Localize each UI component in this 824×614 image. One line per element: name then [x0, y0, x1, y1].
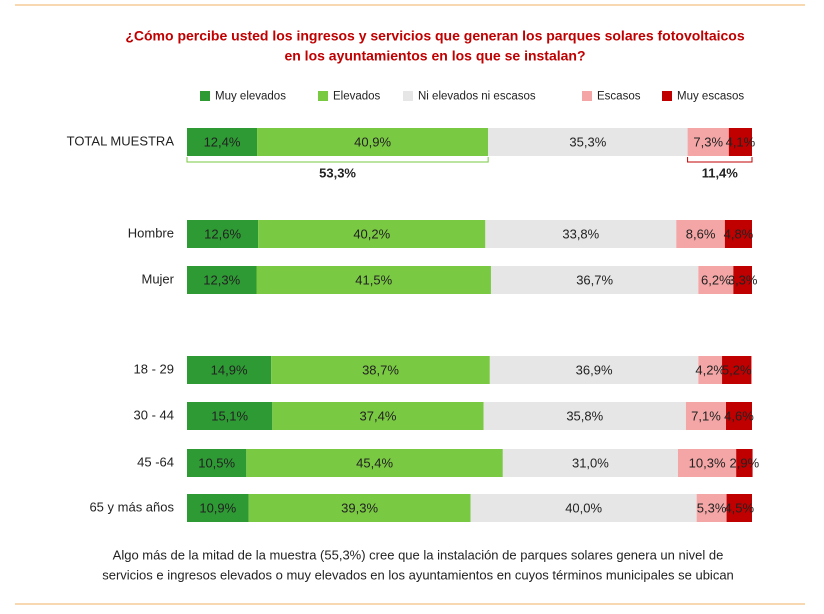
value-label: 7,1% — [691, 408, 721, 423]
value-label: 4,1% — [726, 134, 756, 149]
value-label: 7,3% — [693, 134, 723, 149]
bar-segment — [728, 128, 752, 156]
value-label: 38,7% — [362, 362, 399, 377]
bar-segment — [187, 449, 247, 477]
bar-segment — [490, 266, 699, 294]
legend-swatch — [318, 91, 328, 101]
total-bracket — [186, 157, 489, 163]
value-label: 5,2% — [722, 362, 752, 377]
value-label: 36,9% — [576, 362, 613, 377]
bar-segment — [502, 449, 678, 477]
bar-segment — [187, 356, 272, 384]
legend-swatch — [200, 91, 210, 101]
footnote: Algo más de la mitad de la muestra (55,3… — [113, 547, 724, 562]
value-label: 35,8% — [566, 408, 603, 423]
chart-title: en los ayuntamientos en los que se insta… — [284, 48, 585, 64]
value-label: 40,9% — [354, 134, 391, 149]
category-label: Hombre — [128, 225, 174, 240]
value-label: 6,2% — [701, 272, 731, 287]
bar-segment — [726, 402, 752, 430]
total-bracket — [687, 157, 753, 163]
value-label: 10,5% — [198, 455, 235, 470]
legend-label: Elevados — [333, 91, 381, 103]
chart-title: ¿Cómo percibe usted los ingresos y servi… — [125, 28, 745, 44]
bar-segment — [676, 220, 725, 248]
value-label: 4,6% — [724, 408, 754, 423]
bar-segment — [187, 402, 273, 430]
value-label: 31,0% — [572, 455, 609, 470]
bar-segment — [685, 402, 727, 430]
bar-segment — [271, 356, 490, 384]
category-label: 18 - 29 — [134, 361, 174, 376]
category-label: Mujer — [141, 271, 174, 286]
bar-segment — [698, 266, 734, 294]
bar-segment — [256, 266, 491, 294]
value-label: 5,3% — [697, 500, 727, 515]
bar-segment — [696, 494, 727, 522]
value-label: 12,3% — [203, 272, 240, 287]
legend-label: Muy escasos — [677, 91, 744, 103]
value-label: 36,7% — [576, 272, 613, 287]
value-label: 3,3% — [728, 272, 758, 287]
footnote: servicios e ingresos elevados o muy elev… — [102, 567, 734, 582]
value-label: 4,8% — [724, 226, 754, 241]
value-label: 33,8% — [562, 226, 599, 241]
value-label: 8,6% — [686, 226, 716, 241]
bar-segment — [726, 494, 752, 522]
legend-label: Ni elevados ni escasos — [418, 91, 536, 103]
value-label: 12,6% — [204, 226, 241, 241]
value-label: 15,1% — [211, 408, 248, 423]
legend-swatch — [662, 91, 672, 101]
bar-segment — [488, 128, 688, 156]
bar-segment — [687, 128, 729, 156]
bar-segment — [246, 449, 503, 477]
legend-label: Muy elevados — [215, 91, 286, 103]
bar-segment — [187, 128, 258, 156]
category-label: 65 y más años — [89, 499, 174, 514]
bar-segment — [248, 494, 471, 522]
bar-segment — [257, 128, 489, 156]
value-label: 41,5% — [355, 272, 392, 287]
bar-segment — [272, 402, 484, 430]
total-label: 53,3% — [319, 165, 356, 180]
bar-segment — [736, 449, 753, 477]
value-label: 35,3% — [569, 134, 606, 149]
value-label: 40,0% — [565, 500, 602, 515]
bar-segment — [187, 494, 249, 522]
bar-segment — [733, 266, 752, 294]
legend-swatch — [403, 91, 413, 101]
bar-segment — [724, 220, 752, 248]
value-label: 10,9% — [199, 500, 236, 515]
bar-segment — [485, 220, 677, 248]
value-label: 4,2% — [695, 362, 725, 377]
legend-label: Escasos — [597, 91, 641, 103]
category-label: TOTAL MUESTRA — [67, 133, 175, 148]
bar-segment — [187, 266, 257, 294]
value-label: 37,4% — [360, 408, 397, 423]
value-label: 40,2% — [353, 226, 390, 241]
bar-segment — [483, 402, 686, 430]
bar-segment — [722, 356, 752, 384]
bar-segment — [258, 220, 486, 248]
bar-segment — [698, 356, 723, 384]
value-label: 2,9% — [730, 455, 760, 470]
bar-segment — [489, 356, 699, 384]
legend-swatch — [582, 91, 592, 101]
category-label: 30 - 44 — [134, 407, 174, 422]
value-label: 14,9% — [211, 362, 248, 377]
value-label: 12,4% — [204, 134, 241, 149]
category-label: 45 -64 — [137, 454, 174, 469]
total-label: 11,4% — [702, 165, 739, 180]
value-label: 45,4% — [356, 455, 393, 470]
value-label: 4,5% — [724, 500, 754, 515]
bar-segment — [187, 220, 259, 248]
value-label: 10,3% — [689, 455, 726, 470]
bar-segment — [677, 449, 737, 477]
bar-segment — [470, 494, 697, 522]
value-label: 39,3% — [341, 500, 378, 515]
